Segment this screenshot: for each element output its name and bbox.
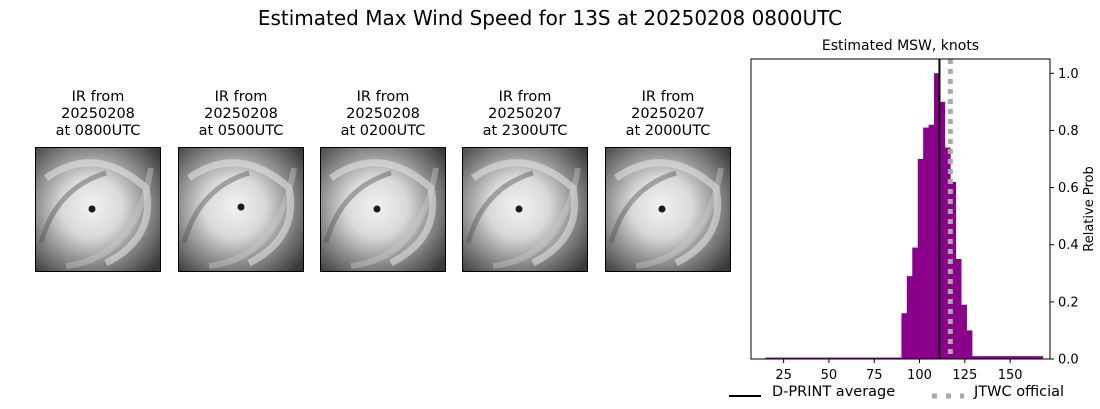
histogram-bar: [901, 313, 908, 359]
ir-satellite-image-1: [35, 147, 161, 272]
histogram-bar: [972, 356, 978, 359]
histogram-bar: [1021, 356, 1027, 359]
histogram-bar: [977, 356, 984, 359]
y-tick-label: 1.0: [1058, 67, 1079, 82]
histogram-bar: [825, 357, 832, 359]
histogram-bar: [830, 357, 837, 359]
x-tick-label: 50: [821, 368, 838, 383]
y-tick-label: 0.6: [1058, 181, 1079, 196]
histogram-bar: [1004, 356, 1011, 359]
ir-satellite-image-2: [178, 147, 304, 272]
histogram-bars: [765, 73, 1044, 360]
histogram-bar: [961, 304, 967, 359]
reference-lines: [938, 59, 953, 359]
x-tick-label: 25: [775, 368, 792, 383]
y-tick-label: 0.4: [1058, 238, 1079, 253]
histogram-bar: [765, 357, 772, 359]
histogram-bar: [814, 357, 821, 359]
histogram-bar: [906, 276, 913, 359]
histogram-bar: [841, 357, 848, 359]
ir-satellite-image-4: [462, 147, 588, 272]
y-axis-label: Relative Prob: [1082, 166, 1097, 251]
ir-caption-1: IR from 20250208 at 0800UTC: [55, 89, 141, 139]
ir-caption-4: IR from 20250207 at 2300UTC: [482, 89, 568, 139]
hurricane-eye-icon: [658, 205, 666, 213]
x-tick-label: 150: [998, 368, 1023, 383]
histogram-bar: [928, 124, 935, 359]
histogram-bar: [890, 357, 897, 359]
hurricane-eye-icon: [88, 205, 96, 213]
ir-satellite-image-3: [320, 147, 446, 272]
histogram-bar: [999, 356, 1005, 359]
histogram-bar: [988, 356, 995, 359]
ir-caption-3: IR from 20250208 at 0200UTC: [340, 89, 426, 139]
histogram-bar: [776, 357, 783, 359]
histogram-bar: [1010, 356, 1016, 359]
histogram-bar: [863, 357, 870, 359]
histogram-bar: [944, 147, 951, 359]
ir-satellite-image-5: [605, 147, 731, 272]
y-tick-label: 0.0: [1058, 353, 1079, 368]
x-tick-label: 125: [952, 368, 977, 383]
histogram-bar: [950, 181, 957, 359]
histogram-bar: [857, 357, 864, 359]
histogram-bar: [1031, 356, 1038, 359]
histogram-bar: [792, 357, 799, 359]
histogram-bar: [966, 330, 973, 359]
y-tick-label: 0.2: [1058, 295, 1079, 310]
histogram-bar: [808, 357, 815, 359]
hurricane-eye-icon: [237, 203, 245, 211]
axes-frame: [750, 58, 1051, 360]
ir-caption-2: IR from 20250208 at 0500UTC: [198, 89, 284, 139]
histogram-bar: [895, 357, 902, 359]
x-tick-label: 100: [907, 368, 932, 383]
histogram-bar: [917, 159, 924, 359]
histogram-bar: [1015, 356, 1022, 359]
y-axis-ticks: 0.0 0.2 0.4 0.6 0.8 1.0: [1050, 67, 1079, 368]
x-axis-ticks: 25 50 75 100 125 150: [775, 359, 1023, 383]
histogram-bar: [879, 357, 886, 359]
histogram-bar: [770, 357, 777, 359]
histogram-bar: [923, 127, 929, 359]
histogram-bar: [852, 357, 859, 359]
histogram-bar: [803, 357, 810, 359]
histogram-bar: [874, 357, 880, 359]
histogram-bar: [847, 357, 853, 359]
figure-title: Estimated Max Wind Speed for 13S at 2025…: [257, 6, 843, 30]
hurricane-eye-icon: [515, 205, 523, 213]
histogram-bar: [781, 357, 788, 359]
histogram-bar: [819, 357, 826, 359]
histogram-bar: [836, 357, 842, 359]
histogram-bar: [1026, 356, 1033, 359]
histogram-bar: [1037, 356, 1044, 359]
histogram-bar: [885, 357, 891, 359]
histogram-bar: [934, 73, 940, 360]
hurricane-eye-icon: [373, 205, 381, 213]
histogram-bar: [955, 259, 962, 359]
histogram-bar: [993, 356, 1000, 359]
legend-label-jtwc: JTWC official: [974, 384, 1065, 400]
histogram-bar: [798, 357, 804, 359]
histogram-bar: [912, 247, 919, 359]
x-tick-label: 75: [866, 368, 883, 383]
y-tick-label: 0.8: [1058, 124, 1079, 139]
histogram-bar: [939, 101, 946, 359]
ir-caption-5: IR from 20250207 at 2000UTC: [625, 89, 711, 139]
legend-label-dprint: D-PRINT average: [772, 384, 896, 400]
histogram-bar: [787, 357, 793, 359]
histogram-bar: [982, 356, 989, 359]
histogram-bar: [868, 357, 875, 359]
chart-title: Estimated MSW, knots: [822, 38, 979, 54]
